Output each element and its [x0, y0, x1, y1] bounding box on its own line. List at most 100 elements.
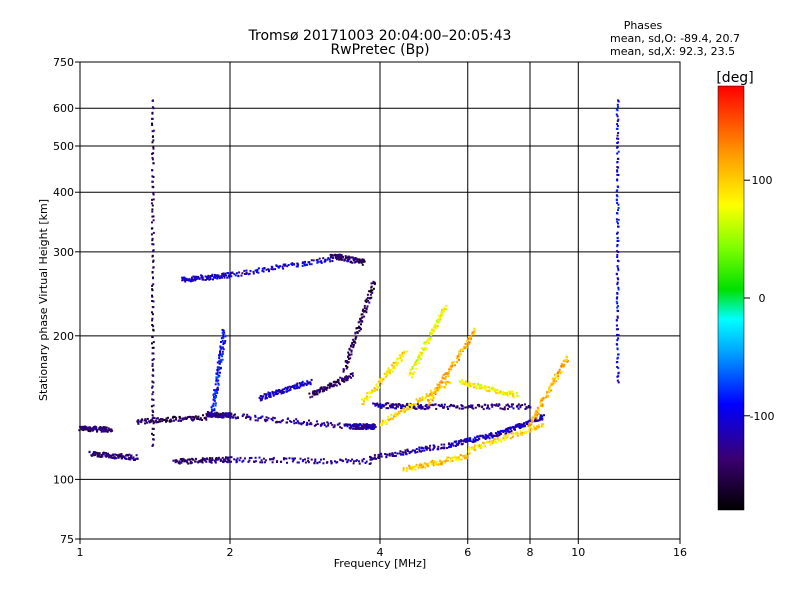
data-point: [617, 269, 620, 272]
data-point: [616, 302, 619, 305]
data-point: [218, 360, 221, 363]
data-point: [228, 459, 231, 462]
data-point: [215, 414, 218, 417]
data-point: [180, 419, 182, 422]
data-point: [466, 340, 468, 343]
data-point: [484, 385, 487, 388]
data-point: [333, 384, 336, 387]
data-point: [215, 388, 218, 391]
data-point: [190, 276, 193, 279]
data-point: [480, 387, 483, 390]
data-point: [299, 383, 302, 386]
data-point: [385, 422, 388, 425]
data-point: [214, 414, 217, 416]
data-point: [459, 350, 462, 353]
data-point: [360, 261, 363, 264]
data-point: [429, 444, 431, 447]
data-point: [466, 406, 469, 409]
data-point: [616, 137, 618, 140]
data-point: [347, 361, 350, 364]
data-point: [361, 460, 364, 463]
data-point: [409, 451, 412, 453]
data-point: [336, 461, 339, 464]
data-point: [436, 460, 439, 463]
data-point: [511, 436, 514, 439]
data-point: [101, 428, 104, 431]
data-point: [349, 373, 352, 375]
data-point: [307, 461, 310, 464]
data-point: [428, 447, 431, 450]
data-point: [616, 324, 618, 327]
data-point: [152, 306, 155, 309]
data-point: [502, 429, 505, 432]
data-point: [151, 398, 154, 401]
data-point: [342, 368, 345, 371]
data-point: [188, 415, 191, 418]
data-point: [446, 372, 449, 375]
data-point: [220, 341, 222, 343]
data-point: [453, 455, 456, 458]
data-point: [397, 412, 400, 415]
data-point: [195, 278, 197, 281]
data-point: [210, 406, 213, 409]
data-point: [510, 432, 513, 435]
data-point: [516, 424, 519, 427]
data-point: [389, 405, 392, 408]
data-point: [260, 459, 263, 462]
x-tick-label: 8: [527, 546, 534, 559]
data-point: [381, 419, 384, 422]
data-point: [434, 403, 437, 406]
data-point: [494, 390, 497, 393]
data-point: [370, 282, 373, 285]
data-point: [281, 419, 284, 422]
data-point: [465, 453, 468, 456]
data-point: [497, 392, 500, 395]
data-point: [152, 300, 155, 303]
data-point: [250, 456, 253, 459]
data-point: [616, 220, 619, 223]
data-point: [207, 415, 209, 418]
data-point: [376, 388, 379, 391]
data-point: [331, 423, 334, 426]
data-point: [358, 460, 360, 463]
data-point: [375, 457, 377, 460]
data-point: [151, 130, 154, 133]
data-point: [488, 441, 491, 444]
data-point: [369, 424, 371, 427]
data-point: [152, 443, 155, 446]
data-point: [362, 403, 365, 406]
data-point: [378, 386, 381, 389]
data-point: [102, 452, 105, 455]
data-point: [443, 306, 446, 309]
data-point: [617, 118, 620, 121]
data-point: [411, 467, 414, 470]
data-point: [366, 424, 369, 426]
data-point: [363, 400, 366, 403]
data-point: [404, 405, 406, 408]
data-point: [500, 440, 503, 443]
data-point: [550, 389, 553, 392]
data-point: [486, 434, 489, 437]
data-point: [389, 369, 392, 372]
data-point: [539, 418, 541, 421]
data-point: [254, 456, 257, 459]
data-point: [398, 452, 401, 455]
data-point: [228, 412, 231, 415]
data-point: [497, 430, 499, 433]
data-point: [616, 316, 619, 319]
data-point: [402, 407, 405, 410]
data-point: [320, 387, 323, 390]
data-point: [344, 360, 347, 363]
data-point: [278, 389, 281, 391]
data-point: [473, 383, 475, 386]
data-point: [446, 405, 449, 408]
data-point: [464, 342, 467, 345]
data-point: [616, 161, 619, 163]
data-point: [223, 458, 226, 461]
data-point: [228, 274, 231, 277]
data-point: [510, 437, 513, 440]
data-point: [422, 463, 425, 466]
data-point: [112, 454, 115, 457]
data-point: [291, 385, 294, 388]
data-point: [488, 407, 491, 410]
